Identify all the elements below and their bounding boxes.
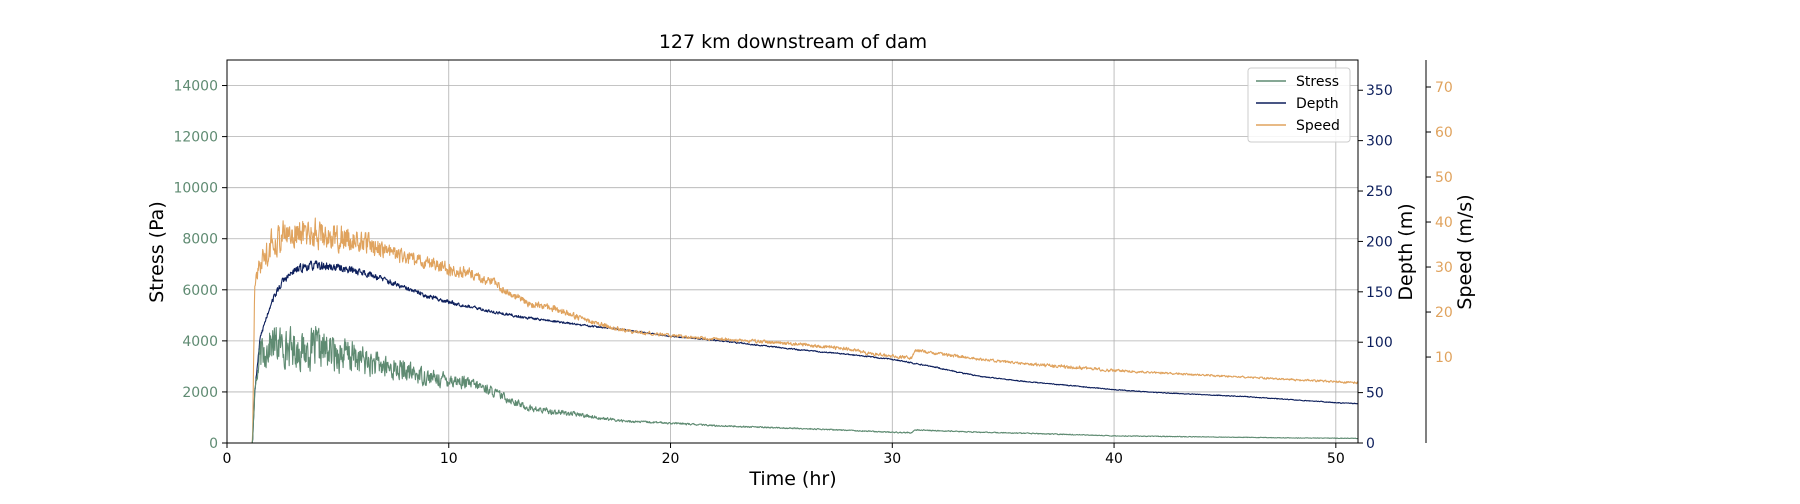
depth-tick-label: 100	[1366, 335, 1393, 351]
depth-tick-label: 250	[1366, 184, 1393, 200]
x-tick-label: 50	[1327, 451, 1345, 467]
x-tick-label: 30	[883, 451, 901, 467]
x-axis: 0 10 20 30 40 50	[223, 443, 1345, 467]
legend-label-stress: Stress	[1296, 74, 1339, 90]
stress-tick-label: 0	[209, 436, 218, 452]
speed-tick-label: 30	[1435, 260, 1453, 276]
speed-tick-label: 50	[1435, 170, 1453, 186]
speed-tick-label: 10	[1435, 350, 1453, 366]
depth-tick-label: 0	[1366, 436, 1375, 452]
depth-tick-label: 200	[1366, 234, 1393, 250]
series-line-depth	[226, 260, 1359, 444]
depth-tick-label: 50	[1366, 386, 1384, 402]
speed-axis: 10 20 30 40 50 60 70	[1425, 60, 1453, 443]
stress-tick-label: 8000	[182, 232, 218, 248]
speed-tick-label: 20	[1435, 305, 1453, 321]
legend-label-speed: Speed	[1296, 118, 1340, 134]
legend-frame	[1247, 67, 1351, 143]
x-tick-label: 0	[223, 451, 232, 467]
stress-tick-label: 10000	[173, 181, 218, 197]
series-line-speed	[226, 217, 1359, 444]
x-tick-label: 40	[1105, 451, 1123, 467]
chart-title: 127 km downstream of dam	[659, 31, 927, 53]
stress-tick-label: 12000	[173, 130, 218, 146]
legend: Stress Depth Speed	[1247, 67, 1351, 143]
depth-tick-label: 300	[1366, 134, 1393, 150]
speed-axis-label: Speed (m/s)	[1454, 194, 1476, 309]
x-axis-label: Time (hr)	[748, 468, 836, 490]
depth-axis-label: Depth (m)	[1395, 203, 1417, 300]
depth-axis: 0 50 100 150 200 250 300 350	[1358, 83, 1393, 452]
series-lines	[226, 217, 1359, 444]
stress-tick-label: 6000	[182, 283, 218, 299]
stress-tick-label: 14000	[173, 79, 218, 95]
legend-label-depth: Depth	[1296, 96, 1339, 112]
stress-tick-label: 4000	[182, 334, 218, 350]
speed-tick-label: 70	[1435, 80, 1453, 96]
speed-tick-label: 40	[1435, 215, 1453, 231]
depth-tick-label: 150	[1366, 285, 1393, 301]
speed-tick-label: 60	[1435, 125, 1453, 141]
stress-tick-label: 2000	[182, 385, 218, 401]
x-tick-label: 20	[662, 451, 680, 467]
x-tick-label: 10	[440, 451, 458, 467]
depth-tick-label: 350	[1366, 83, 1393, 99]
series-line-stress	[226, 326, 1359, 444]
stress-axis-label: Stress (Pa)	[146, 201, 168, 303]
stress-axis: 0 2000 4000 6000 8000 10000 12000 14000	[173, 79, 227, 452]
plot-frame	[226, 59, 1359, 444]
